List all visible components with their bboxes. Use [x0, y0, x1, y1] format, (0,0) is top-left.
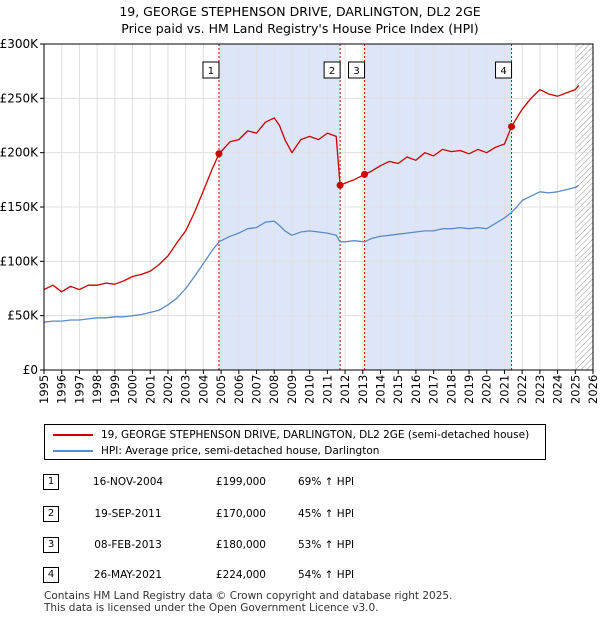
- x-tick-label: 2011: [320, 375, 334, 404]
- x-tick-label: 2026: [586, 375, 600, 404]
- x-tick-label: 2006: [232, 375, 246, 404]
- legend-label-property: 19, GEORGE STEPHENSON DRIVE, DARLINGTON,…: [101, 429, 530, 441]
- x-tick-label: 2010: [303, 375, 317, 404]
- x-tick-label: 2019: [462, 375, 476, 404]
- x-tick-label: 2018: [444, 375, 458, 404]
- x-tick-label: 2017: [427, 375, 441, 404]
- transaction-date: 16-NOV-2004: [92, 476, 164, 488]
- x-tick-label: 1996: [55, 375, 69, 404]
- sale-point: [508, 123, 516, 131]
- footer-licence: This data is licensed under the Open Gov…: [44, 602, 379, 614]
- marker-label: 1: [208, 66, 214, 77]
- marker-label-box: [348, 61, 366, 79]
- transaction-date: 08-FEB-2013: [94, 539, 162, 551]
- x-tick-label: 1999: [108, 375, 122, 404]
- marker-label-box: [323, 61, 341, 79]
- x-tick-label: 1995: [37, 375, 51, 404]
- sale-point: [215, 150, 223, 158]
- x-tick-label: 2002: [161, 375, 175, 404]
- transaction-hpi-change: 53% ↑ HPI: [298, 539, 355, 551]
- transaction-number-badge: 3: [43, 537, 59, 553]
- transaction-number-badge: 1: [43, 474, 59, 490]
- x-tick-label: 2008: [267, 375, 281, 404]
- price-chart: 1 2 3 4 £0 £50K £100K £150K £200K £250K £300K 1995 1…: [0, 37, 600, 404]
- transaction-hpi-change: 69% ↑ HPI: [298, 476, 355, 488]
- x-tick-label: 2024: [551, 375, 565, 404]
- y-tick-label: £0: [23, 363, 38, 377]
- series-line-property: [43, 84, 580, 293]
- marker-label-box: [202, 61, 220, 79]
- marker-label: 4: [500, 66, 506, 77]
- footer-copyright: Contains HM Land Registry data © Crown c…: [44, 590, 453, 602]
- y-tick-label: £300K: [0, 37, 39, 51]
- y-tick-label: £200K: [0, 146, 39, 160]
- transaction-date: 26-MAY-2021: [93, 569, 163, 581]
- x-tick-label: 2012: [338, 375, 352, 404]
- x-tick-label: 2020: [480, 375, 494, 404]
- marker-label: 3: [353, 66, 359, 77]
- x-tick-label: 2009: [285, 375, 299, 404]
- marker-label-box: [495, 61, 513, 79]
- transaction-row: 1 16-NOV-2004 £199,000 69% ↑ HPI: [0, 474, 600, 494]
- transaction-hpi-change: 54% ↑ HPI: [298, 569, 355, 581]
- x-tick-label: 1998: [90, 375, 104, 404]
- x-tick-label: 1997: [72, 375, 86, 404]
- x-tick-label: 2023: [533, 375, 547, 404]
- chart-subtitle: Price paid vs. HM Land Registry's House …: [121, 21, 479, 36]
- x-tick-label: 2004: [196, 375, 210, 404]
- marker-label: 2: [329, 66, 335, 77]
- sale-point: [361, 170, 369, 178]
- legend-entry-property: 19, GEORGE STEPHENSON DRIVE, DARLINGTON,…: [53, 427, 529, 443]
- y-tick-label: £250K: [0, 91, 39, 105]
- transaction-row: 4 26-MAY-2021 £224,000 54% ↑ HPI: [0, 567, 600, 587]
- x-tick-label: 2007: [250, 375, 264, 404]
- x-tick-label: 2025: [568, 375, 582, 404]
- x-tick-label: 2021: [497, 375, 511, 404]
- legend-swatch-hpi: [53, 450, 93, 452]
- transaction-number-badge: 4: [43, 567, 59, 583]
- transaction-price: £180,000: [215, 539, 266, 551]
- x-tick-label: 2016: [409, 375, 423, 404]
- x-tick-label: 2022: [515, 375, 529, 404]
- transaction-row: 2 19-SEP-2011 £170,000 45% ↑ HPI: [0, 506, 600, 526]
- transaction-price: £170,000: [215, 508, 266, 520]
- x-tick-label: 2005: [214, 375, 228, 404]
- series-line-hpi: [43, 184, 580, 323]
- y-tick-label: £100K: [0, 254, 39, 268]
- transaction-price: £199,000: [215, 476, 266, 488]
- x-tick-label: 2014: [373, 375, 387, 404]
- legend-label-hpi: HPI: Average price, semi-detached house,…: [101, 445, 380, 457]
- x-tick-label: 2015: [391, 375, 405, 404]
- chart-title: 19, GEORGE STEPHENSON DRIVE, DARLINGTON,…: [119, 4, 481, 19]
- x-tick-label: 2003: [179, 375, 193, 404]
- transaction-number-badge: 2: [43, 506, 59, 522]
- transaction-hpi-change: 45% ↑ HPI: [298, 508, 355, 520]
- legend-swatch-property: [53, 434, 93, 436]
- y-tick-label: £50K: [7, 309, 39, 323]
- chart-legend: 19, GEORGE STEPHENSON DRIVE, DARLINGTON,…: [44, 424, 546, 460]
- transaction-price: £224,000: [215, 569, 266, 581]
- transaction-row: 3 08-FEB-2013 £180,000 53% ↑ HPI: [0, 537, 600, 557]
- y-tick-label: £150K: [0, 200, 39, 214]
- transaction-date: 19-SEP-2011: [94, 508, 162, 520]
- legend-entry-hpi: HPI: Average price, semi-detached house,…: [53, 443, 379, 459]
- x-tick-label: 2001: [143, 375, 157, 404]
- x-tick-label: 2000: [126, 375, 140, 404]
- x-tick-label: 2013: [356, 375, 370, 404]
- sale-point: [336, 181, 344, 189]
